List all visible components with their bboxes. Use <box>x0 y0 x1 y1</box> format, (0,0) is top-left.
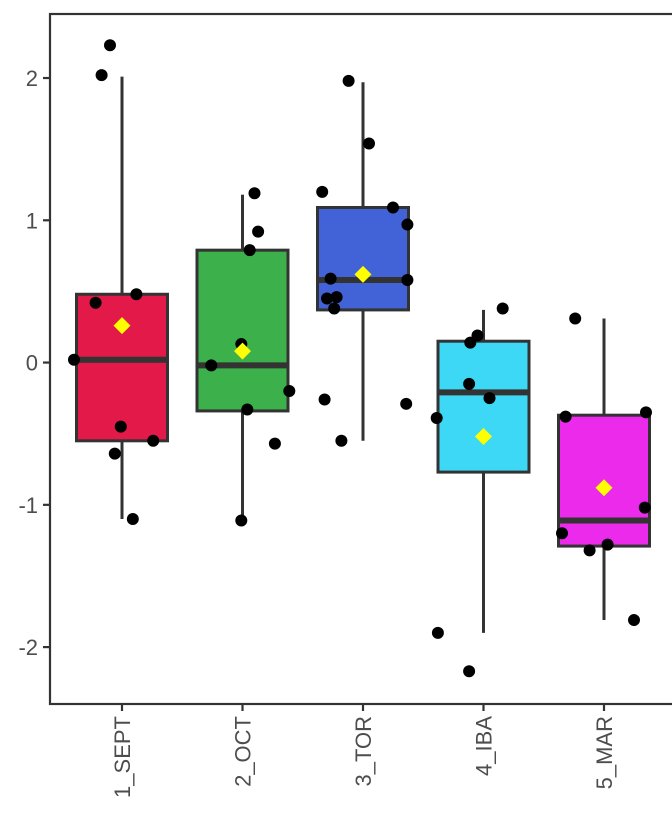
data-point <box>318 393 331 406</box>
data-point <box>95 69 108 82</box>
box-1-sept <box>75 76 169 520</box>
data-point <box>205 359 218 372</box>
data-point <box>241 403 254 416</box>
box-4-iba <box>436 309 531 633</box>
data-point <box>400 397 413 410</box>
means-layer <box>113 265 613 497</box>
y-tick-label: 0 <box>26 351 38 376</box>
x-axis: 1_SEPT 2_OCT 3_TOR 4_IBA 5_MAR <box>110 704 617 798</box>
y-tick-label: -2 <box>18 635 38 660</box>
mean-marker <box>354 265 372 283</box>
mean-marker <box>595 479 613 497</box>
box-2-oct <box>195 194 290 521</box>
panel-border <box>48 12 672 706</box>
box-5-mar <box>557 318 651 621</box>
data-point <box>243 244 256 257</box>
data-point <box>401 218 414 231</box>
data-point <box>108 447 121 460</box>
data-point <box>556 527 568 540</box>
data-point <box>330 291 343 304</box>
data-point <box>559 410 572 423</box>
data-point <box>463 665 476 678</box>
data-point <box>483 392 496 405</box>
data-point <box>628 614 640 627</box>
data-point <box>283 385 296 398</box>
data-point <box>569 312 582 325</box>
data-point <box>431 626 444 639</box>
y-tick-label: -1 <box>18 493 38 518</box>
data-point <box>126 513 139 526</box>
data-point <box>464 336 477 349</box>
y-tick-label: 1 <box>26 208 38 233</box>
data-point <box>583 544 596 557</box>
mean-marker <box>475 428 492 446</box>
data-point <box>114 420 127 433</box>
data-point <box>130 288 143 301</box>
data-point <box>252 225 265 238</box>
box-body <box>436 339 531 474</box>
data-point <box>248 187 261 200</box>
y-axis: -2 -1 0 1 2 <box>18 66 50 660</box>
data-point <box>268 437 281 450</box>
boxes-layer <box>75 76 651 633</box>
mean-marker <box>234 342 251 360</box>
data-point <box>401 274 414 287</box>
data-point <box>335 434 348 447</box>
data-point <box>387 201 399 214</box>
data-point <box>316 185 329 198</box>
x-tick-label: 3_TOR <box>351 716 376 787</box>
x-tick-label: 5_MAR <box>592 716 617 789</box>
data-point <box>89 296 102 309</box>
x-tick-label: 1_SEPT <box>110 716 135 798</box>
mean-marker <box>113 317 131 335</box>
data-point <box>640 406 652 419</box>
data-point <box>328 302 341 315</box>
data-point <box>235 514 248 527</box>
data-point <box>104 39 116 52</box>
data-point <box>321 292 333 305</box>
data-point <box>601 538 614 551</box>
data-point <box>324 272 337 285</box>
data-point <box>342 74 355 87</box>
y-tick-label: 2 <box>26 66 38 91</box>
data-point <box>68 353 80 366</box>
data-point <box>363 137 375 150</box>
data-point <box>430 412 443 425</box>
data-point <box>638 501 651 514</box>
data-point <box>147 434 160 447</box>
data-point <box>463 377 476 390</box>
box-body <box>75 292 169 443</box>
data-point <box>496 302 509 315</box>
points-layer <box>68 39 652 678</box>
box-3-tor <box>316 82 410 441</box>
box-body <box>195 248 290 413</box>
x-tick-label: 2_OCT <box>231 716 256 787</box>
x-tick-label: 4_IBA <box>472 716 497 776</box>
